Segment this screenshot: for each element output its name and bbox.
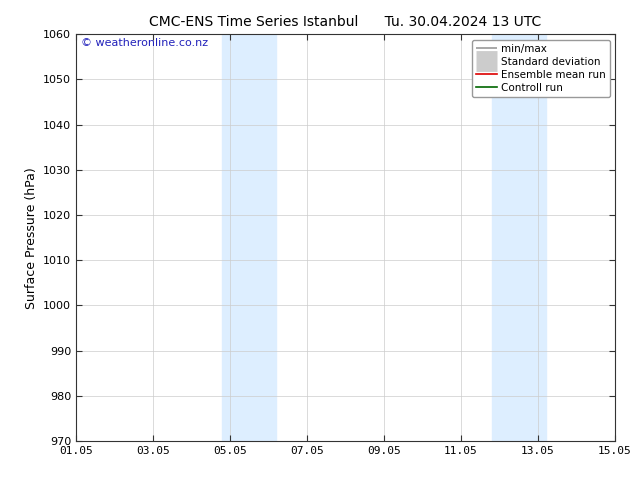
- Y-axis label: Surface Pressure (hPa): Surface Pressure (hPa): [25, 167, 37, 309]
- Bar: [223, 34, 276, 441]
- Text: © weatheronline.co.nz: © weatheronline.co.nz: [81, 38, 209, 49]
- Title: CMC-ENS Time Series Istanbul      Tu. 30.04.2024 13 UTC: CMC-ENS Time Series Istanbul Tu. 30.04.2…: [150, 15, 541, 29]
- Legend: min/max, Standard deviation, Ensemble mean run, Controll run: min/max, Standard deviation, Ensemble me…: [472, 40, 610, 97]
- Bar: [492, 34, 546, 441]
